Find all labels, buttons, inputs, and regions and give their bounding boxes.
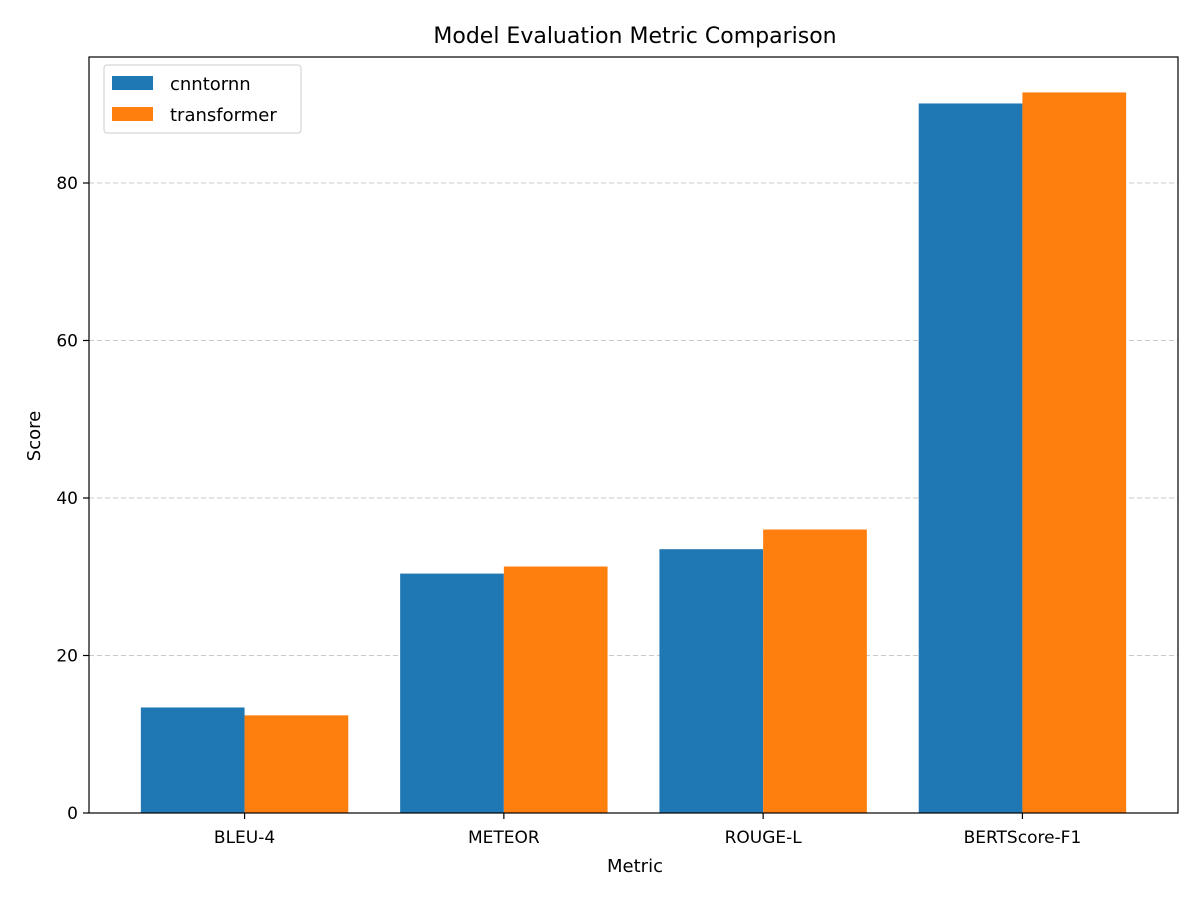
y-axis-label: Score [24,411,45,461]
x-axis-ticks: BLEU-4 METEOR ROUGE-L BERTScore-F1 [214,813,1081,848]
x-tick-label: METEOR [468,828,540,848]
legend-swatch-cnntornn [112,76,153,90]
legend-frame [103,64,302,134]
legend-label-cnntornn: cnntornn [170,74,251,95]
bar-cnntornn-rouge-l [659,549,764,813]
x-tick-label: BLEU-4 [214,828,275,848]
y-tick-label: 20 [56,647,78,667]
bar-cnntornn-meteor [400,573,504,813]
bar-transformer-bertscore-f1 [1022,92,1127,813]
x-tick-label: BERTScore-F1 [964,828,1082,848]
y-tick-label: 40 [56,489,78,509]
legend: cnntornn transformer [103,64,302,134]
y-tick-label: 60 [56,332,78,352]
plot-frame [88,56,1179,814]
legend-label-transformer: transformer [170,105,277,126]
chart-title: Model Evaluation Metric Comparison [433,24,836,49]
y-tick-label: 80 [56,174,78,194]
x-axis-label: Metric [607,856,663,877]
bar-transformer-rouge-l [763,529,867,813]
x-tick-label: ROUGE-L [725,828,803,848]
bar-cnntornn-bertscore-f1 [918,103,1023,813]
y-axis-ticks: 0 20 40 60 80 [56,174,89,824]
bar-transformer-bleu-4 [244,715,349,813]
bars [140,92,1127,813]
legend-swatch-transformer [112,107,153,121]
bar-transformer-meteor [503,566,608,813]
y-tick-label: 0 [67,804,78,824]
bar-cnntornn-bleu-4 [140,707,245,813]
